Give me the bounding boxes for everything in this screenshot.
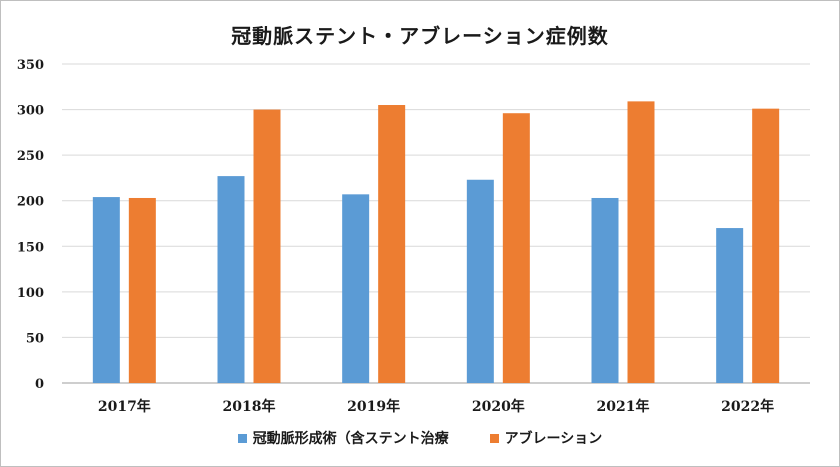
bar-ablation: [378, 105, 406, 383]
legend-label-ablation: アブレーション: [504, 431, 603, 447]
x-tick-label: 2021年: [597, 398, 650, 415]
x-tick-label: 2019年: [347, 398, 400, 415]
bar-pci: [716, 228, 744, 383]
x-tick-label: 2022年: [721, 398, 774, 415]
y-tick-label: 250: [17, 149, 44, 164]
bar-ablation: [752, 108, 780, 383]
y-tick-label: 150: [17, 240, 44, 255]
legend-swatch-ablation: [489, 433, 499, 443]
x-tick-label: 2018年: [223, 398, 276, 415]
bar-ablation: [253, 109, 281, 384]
legend-swatch-pci: [237, 433, 247, 443]
x-tick-label: 2020年: [472, 398, 525, 415]
y-tick-label: 100: [17, 286, 44, 301]
legend: 冠動脈形成術（含ステント治療 アブレーション: [0, 428, 840, 448]
bar-pci: [342, 194, 370, 383]
bar-pci: [217, 176, 245, 383]
bar-ablation: [128, 197, 156, 383]
y-tick-label: 200: [17, 195, 44, 210]
legend-label-pci: 冠動脈形成術（含ステント治療: [252, 431, 449, 447]
bar-pci: [92, 197, 120, 383]
y-tick-label: 0: [35, 377, 44, 392]
legend-item-ablation: アブレーション: [489, 428, 603, 448]
y-tick-label: 350: [17, 58, 44, 73]
legend-item-pci: 冠動脈形成術（含ステント治療: [237, 428, 449, 448]
bar-ablation: [502, 113, 530, 384]
bar-pci: [591, 197, 619, 383]
bar-ablation: [627, 101, 655, 384]
chart-title: 冠動脈ステント・アブレーション症例数: [231, 24, 609, 48]
y-tick-label: 300: [17, 104, 44, 119]
x-tick-label: 2017年: [98, 398, 151, 415]
y-tick-label: 50: [26, 331, 44, 346]
bar-pci: [466, 179, 494, 383]
